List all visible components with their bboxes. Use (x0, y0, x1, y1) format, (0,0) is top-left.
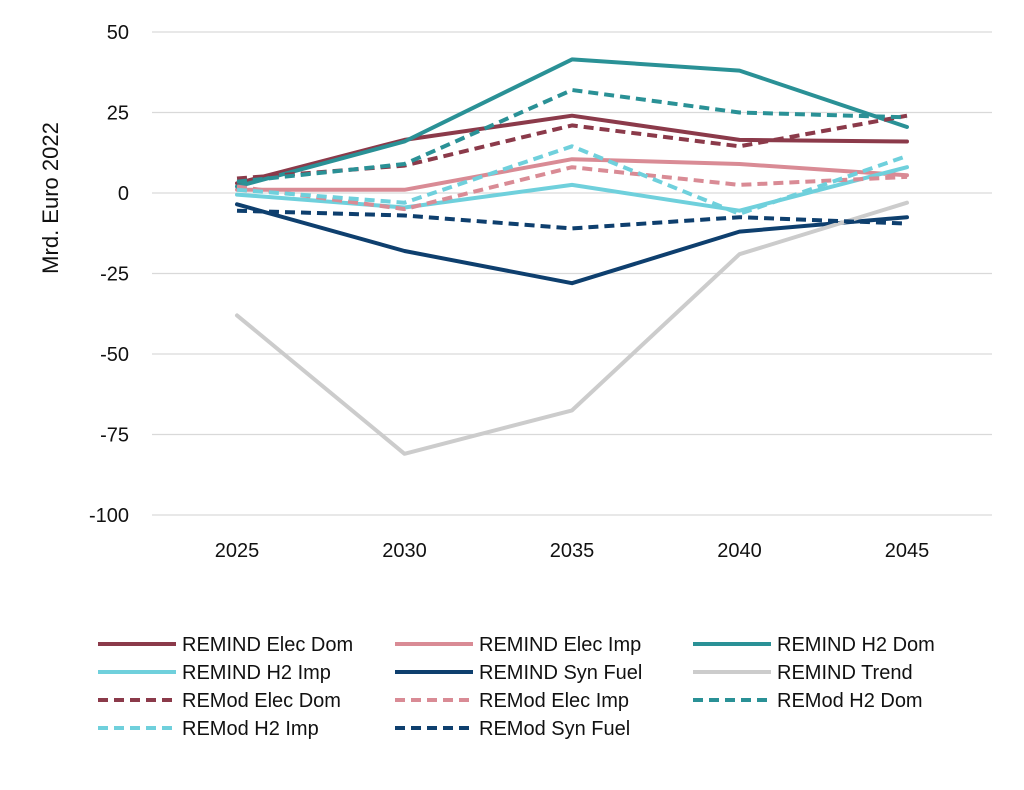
legend-item: REMIND Syn Fuel (395, 662, 642, 684)
legend-label: REMIND Elec Imp (479, 634, 641, 656)
y-tick-label: -25 (100, 264, 129, 286)
legend-label: REMod H2 Dom (777, 690, 923, 712)
series-line-remod-h2-imp (236, 144, 908, 216)
legend-item: REMod H2 Dom (693, 690, 923, 712)
series-line-remod-elec-dom (236, 113, 908, 181)
series-line-remod-h2-dom (236, 88, 908, 184)
y-tick-label: -50 (100, 344, 129, 366)
series-line-remind-syn-fuel (235, 202, 909, 286)
series-line-remind-trend (235, 200, 909, 456)
series-line-remind-h2-dom (235, 57, 909, 189)
legend-label: REMod Syn Fuel (479, 718, 630, 740)
legend-item: REMIND H2 Dom (693, 634, 935, 656)
gridlines (152, 31, 992, 516)
legend-label: REMIND Syn Fuel (479, 662, 642, 684)
y-tick-label: -75 (100, 425, 129, 447)
legend-label: REMIND H2 Dom (777, 634, 935, 656)
legend: REMIND Elec Dom REMIND Elec Imp REMIND H2 … (98, 634, 935, 740)
legend-item: REMod Elec Imp (395, 690, 629, 712)
legend-item: REMod Syn Fuel (395, 718, 630, 740)
legend-label: REMod Elec Imp (479, 690, 629, 712)
legend-item: REMIND Trend (693, 662, 913, 684)
legend-item: REMIND Elec Imp (395, 634, 641, 656)
legend-item: REMIND Elec Dom (98, 634, 353, 656)
series-line-remind-elec-dom (235, 113, 909, 186)
series-line-remod-elec-imp (236, 165, 908, 212)
y-tick-label: 25 (107, 103, 129, 125)
legend-label: REMod H2 Imp (182, 718, 319, 740)
series-lines (235, 57, 909, 456)
legend-label: REMIND Elec Dom (182, 634, 353, 656)
legend-item: REMod H2 Imp (98, 718, 319, 740)
x-tick-label: 2040 (717, 540, 762, 562)
y-axis-tick-labels: 50 25 0 -25 -50 -75 -100 (89, 22, 129, 527)
legend-label: REMod Elec Dom (182, 690, 341, 712)
y-tick-label: 50 (107, 22, 129, 44)
y-axis-title: Mrd. Euro 2022 (38, 122, 63, 274)
x-tick-label: 2045 (885, 540, 930, 562)
series-line-remind-elec-imp (235, 157, 909, 192)
legend-label: REMIND Trend (777, 662, 913, 684)
x-tick-label: 2035 (550, 540, 595, 562)
y-tick-label: -100 (89, 505, 129, 527)
x-axis-tick-labels: 2025 2030 2035 2040 2045 (215, 540, 930, 562)
y-tick-label: 0 (118, 183, 129, 205)
legend-label: REMIND H2 Imp (182, 662, 331, 684)
x-tick-label: 2030 (382, 540, 427, 562)
x-tick-label: 2025 (215, 540, 260, 562)
legend-item: REMIND H2 Imp (98, 662, 331, 684)
legend-item: REMod Elec Dom (98, 690, 341, 712)
